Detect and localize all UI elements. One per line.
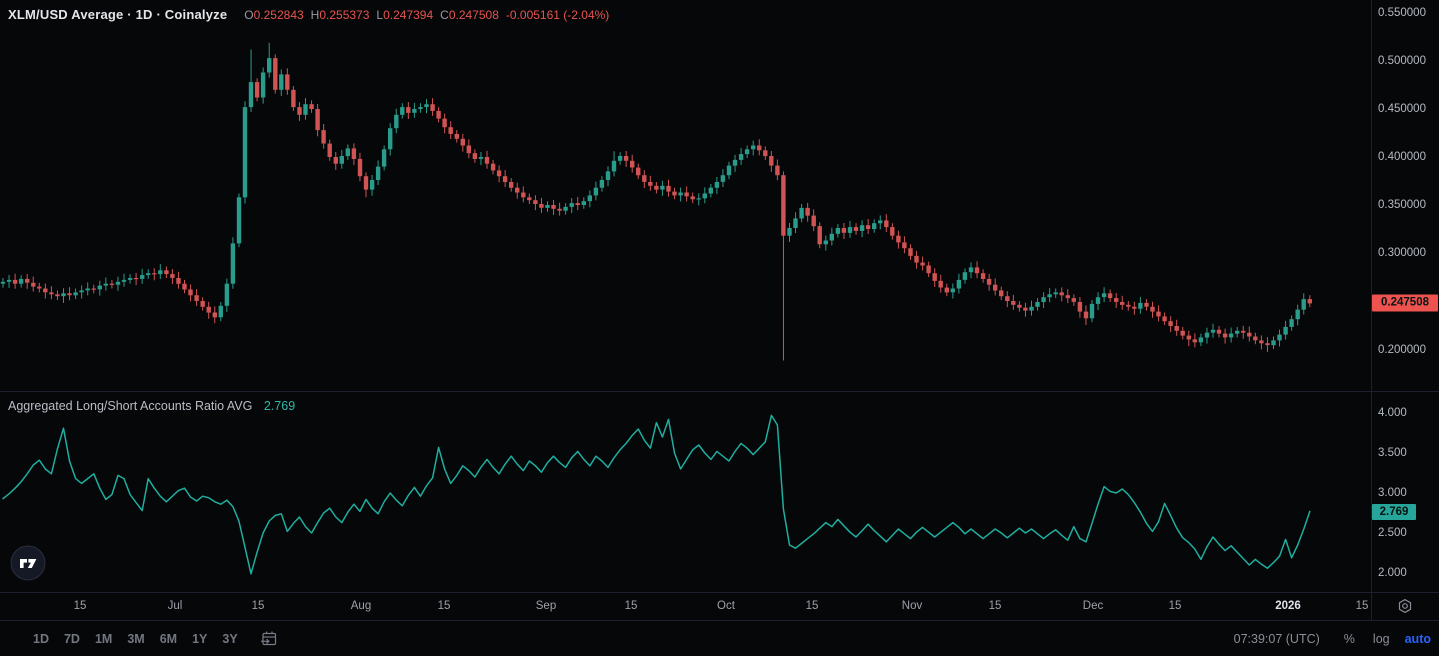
range-selector: 1D 7D 1M 3M 6M 1Y 3Y <box>0 632 238 646</box>
percent-scale-toggle[interactable]: % <box>1343 631 1355 646</box>
auto-scale-toggle[interactable]: auto <box>1404 631 1431 646</box>
low-label: L <box>376 8 384 22</box>
indicator-axis-label: 3.500 <box>1378 447 1407 459</box>
high-value: 0.255373 <box>319 8 370 22</box>
indicator-axis-label: 2.000 <box>1378 567 1407 579</box>
time-axis-label: 15 <box>1355 600 1369 612</box>
indicator-axis-label: 3.000 <box>1378 487 1407 499</box>
range-button-3m[interactable]: 3M <box>127 631 145 646</box>
open-value: 0.252843 <box>253 8 304 22</box>
time-axis-label: Dec <box>1082 600 1104 612</box>
indicator-legend: Aggregated Long/Short Accounts Ratio AVG… <box>8 399 295 413</box>
symbol-title: XLM/USD Average · 1D · Coinalyze <box>8 7 228 22</box>
time-axis[interactable]: 15 Jul 15 Aug 15 Sep 15 Oct 15 Nov 15 Dec 15 2026 15 <box>0 592 1371 620</box>
range-button-1d[interactable]: 1D <box>33 631 49 646</box>
log-scale-toggle[interactable]: log <box>1372 631 1390 646</box>
last-price-badge: 0.247508 <box>1372 294 1438 312</box>
time-axis-divider <box>0 592 1439 593</box>
range-button-3y[interactable]: 3Y <box>222 631 238 646</box>
price-axis-label: 0.200000 <box>1378 344 1426 356</box>
time-axis-label: 15 <box>1168 600 1182 612</box>
time-axis-label: Jul <box>167 600 183 612</box>
time-axis-label: 15 <box>73 600 87 612</box>
price-axis-label: 0.550000 <box>1378 7 1426 19</box>
close-value: 0.247508 <box>448 8 499 22</box>
indicator-value-badge: 2.769 <box>1372 504 1416 520</box>
scale-settings-gear-icon <box>1398 598 1412 614</box>
toolbar-right-group: 07:39:07 (UTC) % log auto <box>1234 632 1439 646</box>
time-axis-label: Nov <box>901 600 923 612</box>
axis-divider <box>1371 0 1372 620</box>
time-axis-label: 15 <box>805 600 819 612</box>
pane-divider[interactable] <box>0 391 1439 392</box>
indicator-pane-canvas[interactable] <box>0 392 1371 592</box>
price-pane-canvas[interactable] <box>0 0 1371 392</box>
symbol-legend: XLM/USD Average · 1D · Coinalyze O0.25284… <box>8 7 609 22</box>
price-axis[interactable]: 0.550000 0.500000 0.450000 0.400000 0.350000… <box>1372 0 1439 592</box>
indicator-axis-label: 4.000 <box>1378 407 1407 419</box>
price-axis-label: 0.500000 <box>1378 55 1426 67</box>
calendar-icon <box>260 631 276 646</box>
time-axis-label: Oct <box>717 600 735 612</box>
time-axis-label: 2026 <box>1275 600 1301 612</box>
tradingview-logo-icon <box>10 545 46 581</box>
change-value: -0.005161 (-2.04%) <box>505 8 610 22</box>
toolbar-divider <box>0 620 1439 621</box>
time-axis-label: 15 <box>624 600 638 612</box>
time-axis-label: 15 <box>251 600 265 612</box>
open-label: O <box>244 8 254 22</box>
indicator-last-value: 2.769 <box>263 399 296 413</box>
range-button-7d[interactable]: 7D <box>63 631 80 646</box>
price-axis-label: 0.300000 <box>1378 247 1426 259</box>
range-button-6m[interactable]: 6M <box>159 631 178 646</box>
ohlc-readout: O0.252843 H0.255373 L0.247394 C0.247508 <box>237 8 499 22</box>
range-button-1m[interactable]: 1M <box>94 631 113 646</box>
time-axis-label: Aug <box>350 600 372 612</box>
range-button-1y[interactable]: 1Y <box>192 631 208 646</box>
indicator-title: Aggregated Long/Short Accounts Ratio AVG <box>8 399 253 413</box>
tradingview-logo[interactable] <box>10 545 46 581</box>
price-axis-label: 0.450000 <box>1378 103 1426 115</box>
go-to-date-button[interactable] <box>260 629 279 648</box>
high-label: H <box>310 8 320 22</box>
price-axis-label: 0.350000 <box>1378 199 1426 211</box>
time-axis-label: Sep <box>535 600 557 612</box>
indicator-axis-label: 2.500 <box>1378 527 1407 539</box>
close-label: C <box>440 8 449 22</box>
price-axis-label: 0.400000 <box>1378 151 1426 163</box>
time-axis-label: 15 <box>988 600 1002 612</box>
time-axis-label: 15 <box>437 600 451 612</box>
clock-utc[interactable]: 07:39:07 (UTC) <box>1233 631 1320 646</box>
axis-settings-corner[interactable] <box>1371 592 1439 620</box>
low-value: 0.247394 <box>383 8 434 22</box>
bottom-toolbar: 1D 7D 1M 3M 6M 1Y 3Y 07:39:07 (UTC) % log auto <box>0 621 1439 656</box>
